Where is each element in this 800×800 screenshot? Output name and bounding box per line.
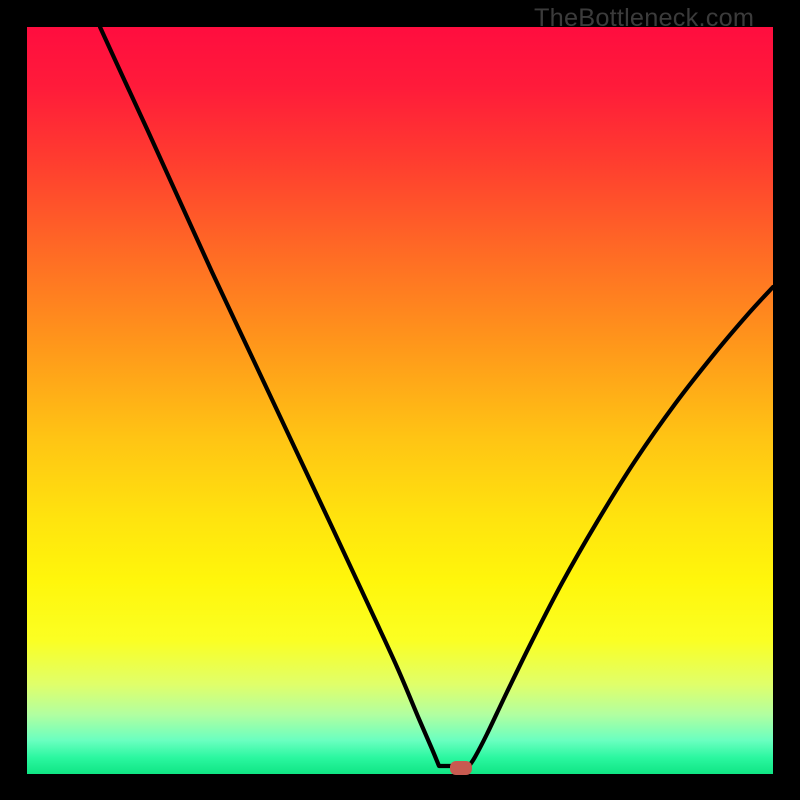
curve-path	[100, 27, 773, 766]
watermark-text: TheBottleneck.com	[534, 4, 754, 33]
minimum-marker	[450, 761, 472, 775]
chart-canvas: TheBottleneck.com	[0, 0, 800, 800]
bottleneck-curve	[27, 27, 773, 774]
plot-area	[27, 27, 773, 774]
